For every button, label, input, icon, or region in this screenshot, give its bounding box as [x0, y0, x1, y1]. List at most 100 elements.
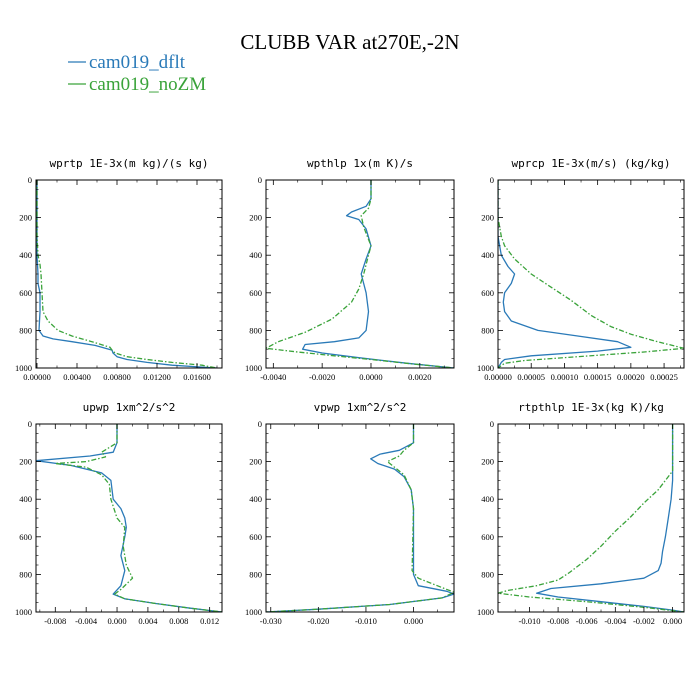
x-tick-label: 0.00010	[551, 372, 579, 382]
y-tick-label: 600	[249, 288, 262, 298]
plot-frame	[35, 179, 223, 369]
y-tick-label: 200	[249, 457, 262, 467]
plot-frame	[497, 179, 685, 369]
legend: cam019_dflt cam019_noZM	[68, 52, 206, 95]
y-tick-label: 400	[19, 250, 32, 260]
y-tick-label: 800	[481, 569, 494, 579]
series-line-cam019_dflt	[36, 180, 218, 368]
plot-frame	[265, 423, 455, 613]
series-line-cam019_dflt	[301, 180, 454, 368]
y-tick-label: 400	[249, 494, 262, 504]
chart-panel-4: upwp 1xm^2/s^2 0 200 400 600 800 1000 -0.008 -0.…	[15, 401, 223, 626]
chart-panel-1: wprtp 1E-3x(m kg)/(s kg) 0 200 400 600 800 100…	[15, 157, 223, 382]
y-tick-label: 0	[28, 175, 32, 185]
y-tick-label: 0	[258, 419, 262, 429]
x-tick-label: -0.008	[547, 616, 569, 626]
x-tick-label: -0.004	[75, 616, 98, 626]
series-line-cam019_dflt	[36, 424, 222, 612]
x-tick-label: -0.004	[604, 616, 627, 626]
y-tick-label: 0	[490, 175, 494, 185]
chart-panel-5: vpwp 1xm^2/s^2 0 200 400 600 800 1000-0.030 -0.…	[245, 401, 455, 626]
x-tick-label: 0.000	[404, 616, 423, 626]
plot-frame	[497, 423, 685, 613]
y-tick-label: 600	[19, 532, 32, 542]
figure-title: CLUBB VAR at270E,-2N	[240, 30, 459, 54]
y-tick-label: 200	[249, 213, 262, 223]
y-tick-label: 800	[19, 325, 32, 335]
x-tick-label: 0.008	[169, 616, 188, 626]
x-tick-label: 0.00020	[617, 372, 645, 382]
y-tick-label: 800	[481, 325, 494, 335]
y-tick-label: 1000	[477, 607, 494, 617]
panel-title: wprtp 1E-3x(m kg)/(s kg)	[50, 157, 209, 170]
y-tick-label: 400	[481, 250, 494, 260]
x-tick-label: -0.008	[44, 616, 66, 626]
y-tick-label: 200	[481, 213, 494, 223]
y-tick-label: 1000	[15, 363, 32, 373]
x-tick-label: 0.00015	[584, 372, 612, 382]
x-tick-label: -0.010	[518, 616, 540, 626]
series-line-cam019_noZM	[36, 180, 218, 368]
x-tick-label: 0.01200	[143, 372, 171, 382]
x-tick-label: 0.00000	[23, 372, 51, 382]
x-tick-label: -0.006	[576, 616, 598, 626]
x-tick-label: 0.01600	[183, 372, 211, 382]
series-line-cam019_dflt	[535, 424, 684, 612]
series-line-cam019_dflt	[266, 424, 454, 612]
y-tick-label: 800	[249, 325, 262, 335]
x-tick-label: 0.00025	[650, 372, 678, 382]
y-tick-label: 0	[258, 175, 262, 185]
y-tick-label: 400	[19, 494, 32, 504]
legend-label-dflt: cam019_dflt	[89, 52, 186, 73]
x-tick-label: 0.000	[107, 616, 126, 626]
x-tick-label: 0.000	[663, 616, 682, 626]
chart-panels: wprtp 1E-3x(m kg)/(s kg) 0 200 400 600 800 100…	[15, 157, 685, 626]
panel-title: wpthlp 1x(m K)/s	[307, 157, 413, 170]
chart-panel-2: wpthlp 1x(m K)/s 0 200 400 600 800 1000-0.0040…	[245, 157, 455, 382]
x-tick-label: 0.00005	[517, 372, 545, 382]
y-tick-label: 600	[481, 288, 494, 298]
legend-label-nozm: cam019_noZM	[89, 74, 206, 95]
y-tick-label: 400	[249, 250, 262, 260]
y-tick-label: 1000	[477, 363, 494, 373]
series-line-cam019_noZM	[498, 180, 684, 368]
y-tick-label: 200	[19, 213, 32, 223]
y-tick-label: 800	[19, 569, 32, 579]
panel-title: vpwp 1xm^2/s^2	[314, 401, 407, 414]
chart-panel-6: rtpthlp 1E-3x(kg K)/kg 0 200 400 600 800 1000 -…	[477, 401, 685, 626]
plot-frame	[35, 423, 223, 613]
y-tick-label: 600	[19, 288, 32, 298]
y-tick-label: 0	[28, 419, 32, 429]
y-tick-label: 1000	[15, 607, 32, 617]
x-tick-label: -0.002	[633, 616, 655, 626]
series-line-cam019_noZM	[266, 180, 454, 368]
x-tick-label: 0.004	[138, 616, 158, 626]
x-tick-label: 0.00800	[103, 372, 131, 382]
series-line-cam019_noZM	[498, 424, 684, 612]
series-line-cam019_noZM	[54, 424, 222, 612]
x-tick-label: 0.0020	[408, 372, 431, 382]
y-tick-label: 200	[481, 457, 494, 467]
x-tick-label: 0.00000	[484, 372, 512, 382]
y-tick-label: 800	[249, 569, 262, 579]
x-tick-label: -0.020	[307, 616, 329, 626]
x-tick-label: -0.010	[355, 616, 377, 626]
y-tick-label: 600	[249, 532, 262, 542]
y-tick-label: 0	[490, 419, 494, 429]
x-tick-label: -0.0020	[309, 372, 335, 382]
y-tick-label: 600	[481, 532, 494, 542]
y-tick-label: 1000	[245, 607, 262, 617]
x-tick-label: -0.0040	[260, 372, 286, 382]
chart-panel-3: wprcp 1E-3x(m/s) (kg/kg) 0 200 400 600 800 100…	[477, 157, 685, 382]
y-tick-label: 1000	[245, 363, 262, 373]
series-line-cam019_dflt	[498, 180, 632, 368]
x-tick-label: -0.030	[260, 616, 282, 626]
series-line-cam019_noZM	[266, 424, 454, 612]
x-tick-label: 0.012	[200, 616, 219, 626]
x-tick-label: 0.0000	[359, 372, 382, 382]
panel-title: wprcp 1E-3x(m/s) (kg/kg)	[512, 157, 671, 170]
panel-title: upwp 1xm^2/s^2	[83, 401, 176, 414]
panel-title: rtpthlp 1E-3x(kg K)/kg	[518, 401, 664, 414]
x-tick-label: 0.00400	[63, 372, 91, 382]
